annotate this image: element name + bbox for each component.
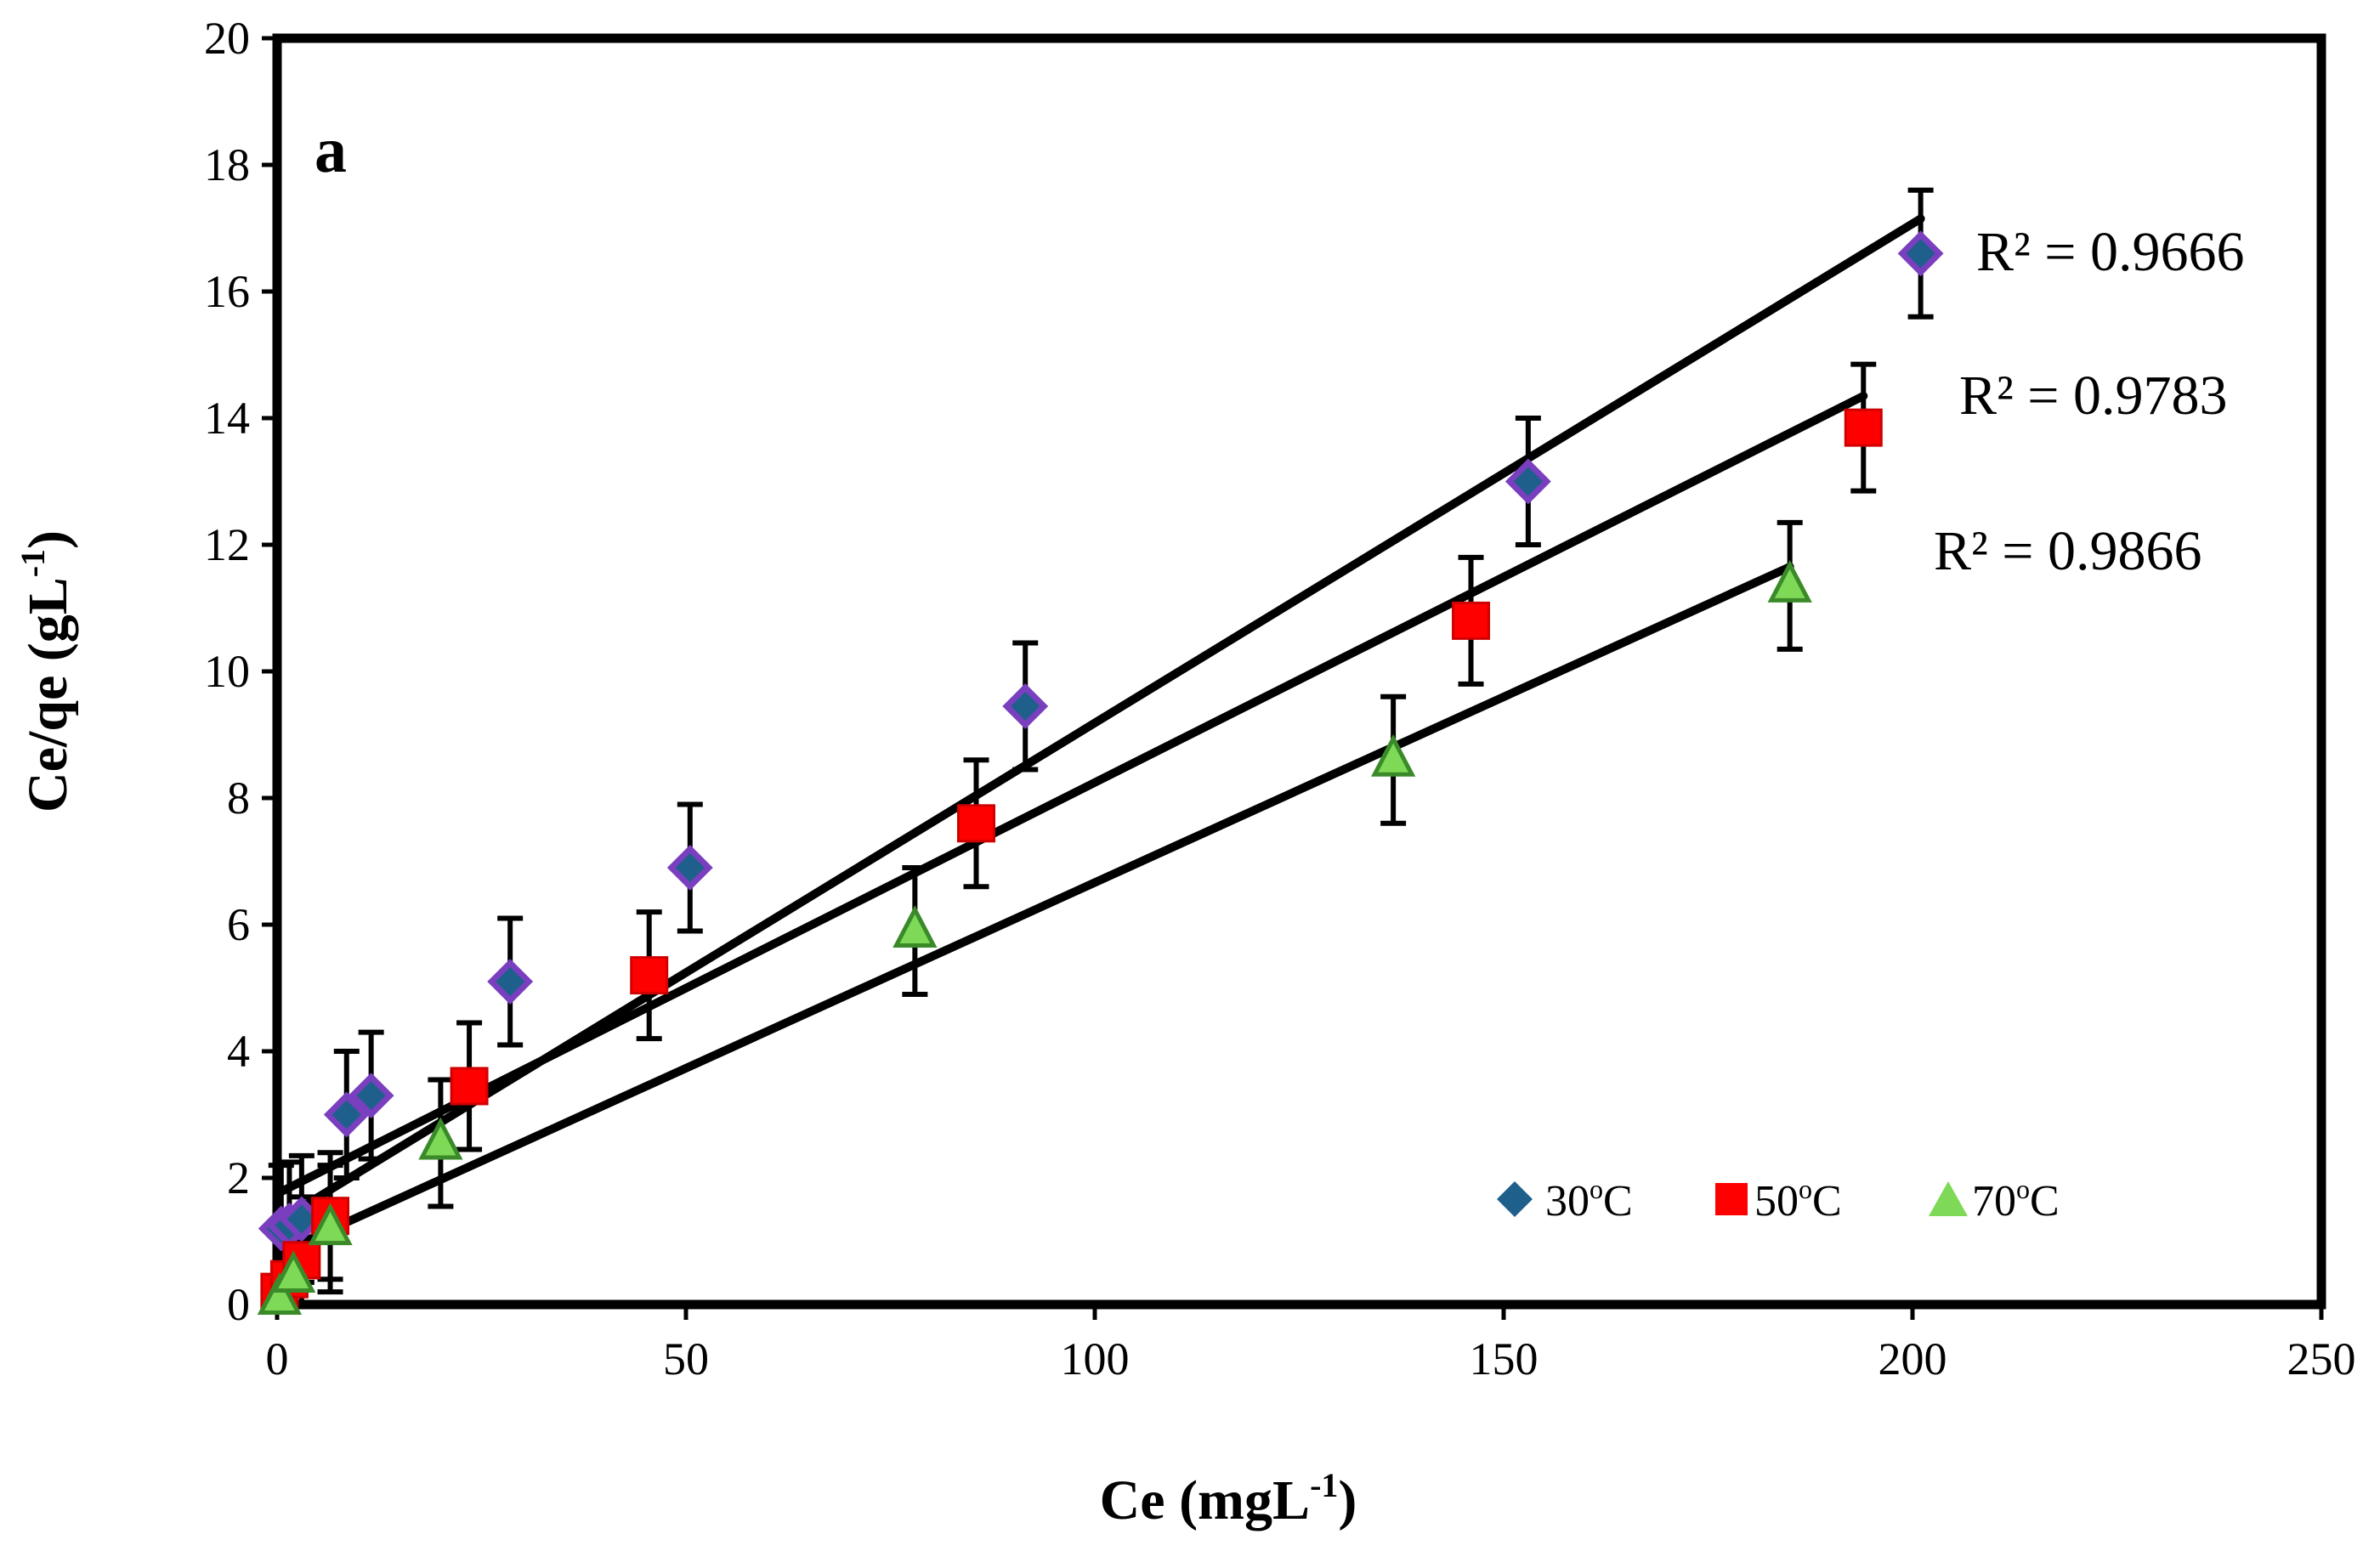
legend-sup-30: o	[1590, 1174, 1603, 1204]
plot-area	[272, 33, 2326, 1310]
x-axis-title-sup: -1	[1310, 1466, 1338, 1504]
fit-line-50oC	[273, 391, 1868, 1198]
legend-label-50: 50	[1754, 1177, 1799, 1226]
legend-label-30: 30	[1545, 1177, 1590, 1226]
point-70oC	[1370, 733, 1416, 777]
legend: 30oC 50oC 70oC	[1497, 1174, 2060, 1226]
point-50oC	[1844, 408, 1883, 447]
point-70oC	[271, 1250, 316, 1293]
x-tick-label: 150	[1470, 1333, 1538, 1384]
y-axis-title-sup: -1	[14, 549, 52, 577]
y-tick-label: 16	[204, 266, 250, 317]
y-axis-title-main: Ce/qe (gL	[17, 577, 79, 812]
y-axis-title-end: )	[17, 530, 79, 549]
data-points	[257, 230, 1944, 1316]
point-70oC	[418, 1117, 463, 1160]
x-axis-title-end: )	[1338, 1469, 1357, 1531]
point-50oC	[450, 1067, 489, 1106]
y-axis-title: Ce/qe (gL-1)	[14, 530, 79, 812]
fit-lines	[273, 214, 1925, 1259]
point-30oC	[1002, 683, 1049, 729]
point-50oC	[630, 956, 669, 995]
svg-text:70oC: 70oC	[1972, 1174, 2060, 1226]
y-tick-label: 4	[227, 1026, 250, 1077]
x-tick-label: 100	[1061, 1333, 1130, 1384]
legend-unit-30: C	[1603, 1177, 1633, 1226]
y-tick-label: 0	[227, 1279, 250, 1330]
x-tick-label: 250	[2287, 1333, 2356, 1384]
legend-label-70: 70	[1972, 1177, 2016, 1226]
svg-text:30oC: 30oC	[1545, 1174, 1633, 1226]
r2-annotation-70: R² = 0.9866	[1934, 520, 2202, 582]
point-30oC	[1504, 458, 1551, 505]
y-tick-label: 2	[227, 1152, 250, 1203]
point-70oC	[257, 1272, 303, 1316]
r2-annotation-30: R² = 0.9666	[1976, 221, 2245, 283]
y-tick-label: 12	[204, 519, 250, 570]
legend-item-50: 50oC	[1715, 1174, 1842, 1226]
x-tick-label: 200	[1878, 1333, 1947, 1384]
panel-label: a	[314, 115, 347, 186]
svg-text:50oC: 50oC	[1754, 1174, 1842, 1226]
point-30oC	[323, 1091, 370, 1138]
y-tick-label: 18	[204, 139, 250, 190]
point-30oC	[487, 959, 534, 1005]
y-tick-label: 14	[204, 393, 250, 444]
y-tick-label: 8	[227, 773, 250, 824]
x-tick-label: 0	[266, 1333, 289, 1384]
legend-item-70: 70oC	[1929, 1174, 2060, 1226]
point-50oC	[1452, 601, 1491, 640]
legend-marker-square	[1715, 1183, 1748, 1215]
x-axis-title: Ce (mgL-1)	[1100, 1466, 1357, 1531]
y-axis-ticks: 0 2 4 6 8 10 12 14 16 18 20	[204, 13, 277, 1330]
fit-line-70oC	[273, 563, 1794, 1259]
legend-sup-70: o	[2016, 1174, 2030, 1204]
x-tick-label: 50	[663, 1333, 709, 1384]
legend-unit-50: C	[1812, 1177, 1842, 1226]
y-tick-label: 20	[204, 13, 250, 64]
point-70oC	[308, 1203, 353, 1246]
legend-sup-50: o	[1799, 1174, 1812, 1204]
x-axis-title-main: Ce (mgL	[1100, 1469, 1310, 1531]
y-tick-label: 10	[204, 646, 250, 697]
point-50oC	[957, 804, 996, 843]
r2-annotation-50: R² = 0.9783	[1959, 365, 2228, 427]
point-30oC	[666, 845, 713, 891]
point-30oC	[1897, 230, 1944, 277]
legend-marker-diamond	[1497, 1181, 1533, 1217]
legend-item-30: 30oC	[1497, 1174, 1633, 1226]
y-tick-label: 6	[227, 899, 250, 950]
point-70oC	[892, 905, 938, 948]
x-axis-ticks: 0 50 100 150 200 250	[266, 1305, 2356, 1384]
legend-marker-triangle	[1929, 1181, 1968, 1216]
point-70oC	[1767, 560, 1812, 603]
legend-unit-70: C	[2030, 1177, 2060, 1226]
point-30oC	[348, 1073, 394, 1119]
